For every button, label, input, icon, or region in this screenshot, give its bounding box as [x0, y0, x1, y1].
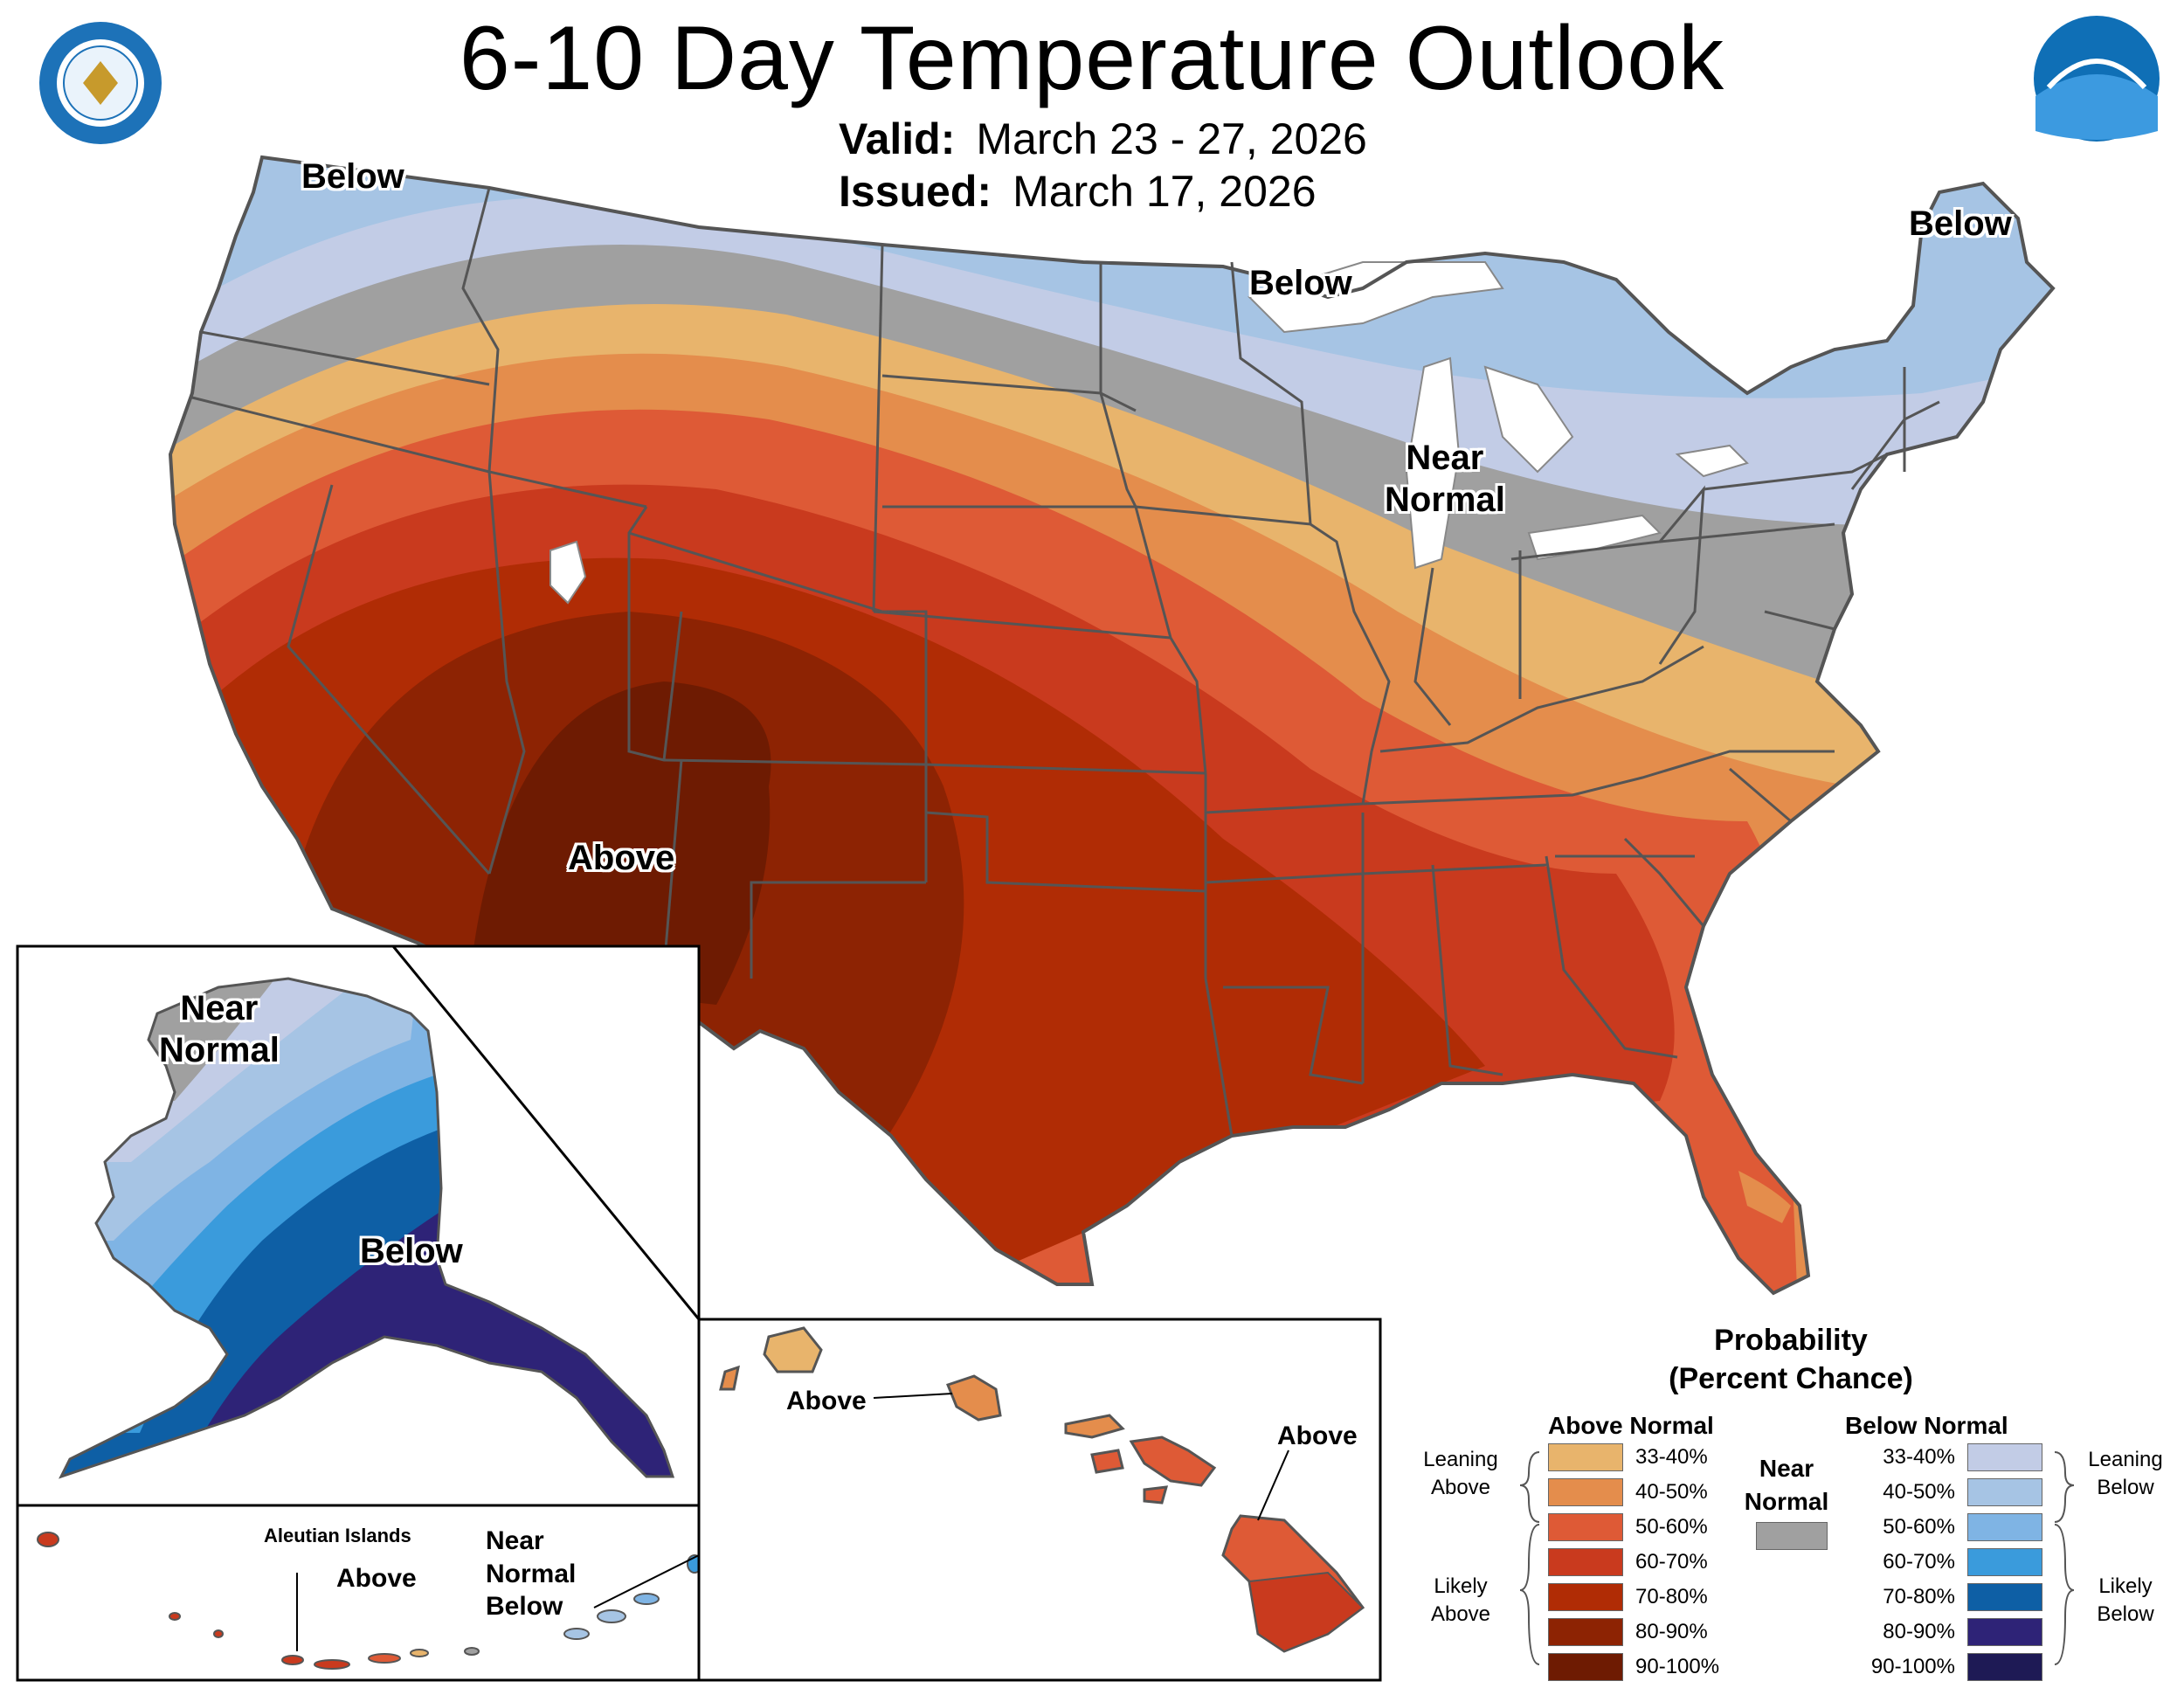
legend-above-row: 50-60%	[1548, 1513, 1731, 1541]
legend-below-swatch	[1967, 1478, 2042, 1506]
aleutian-title: Aleutian Islands	[264, 1525, 411, 1546]
hawaii-label-above-east: Above	[1277, 1422, 1358, 1450]
label-above-southwest: Above	[568, 839, 675, 877]
alaska-label-below: Below	[360, 1232, 463, 1270]
label-near-normal-great-lakes: Near Normal	[1385, 439, 1505, 519]
hawaii-label-above-west: Above	[786, 1387, 867, 1415]
legend-below-range-label: 33-40%	[1883, 1445, 1955, 1469]
legend-likely-below: Likely Below	[2097, 1574, 2154, 1627]
legend-below-swatch	[1967, 1583, 2042, 1611]
issued-value: March 17, 2026	[1013, 167, 1317, 216]
label-below-upper-midwest: Below	[1249, 264, 1352, 302]
legend-below-row: 90-100%	[1859, 1653, 2042, 1681]
legend-below-range-label: 90-100%	[1870, 1655, 1955, 1678]
legend-below-range-label: 40-50%	[1883, 1480, 1955, 1504]
legend-above-range-label: 70-80%	[1635, 1585, 1708, 1608]
legend-below-row: 70-80%	[1859, 1583, 2042, 1611]
legend-above-range-label: 40-50%	[1635, 1480, 1708, 1504]
alaska-label-near-normal: Near Normal	[159, 989, 280, 1069]
legend-above-row: 60-70%	[1548, 1548, 1731, 1576]
page-title: 6-10 Day Temperature Outlook	[459, 8, 1725, 109]
legend-title: Probability (Percent Chance)	[1669, 1324, 1913, 1396]
legend-above-row: 80-90%	[1548, 1618, 1731, 1646]
legend-above-header: Above Normal	[1548, 1412, 1714, 1439]
legend-below-range-label: 80-90%	[1883, 1620, 1955, 1643]
legend-below-swatch	[1967, 1513, 2042, 1541]
aleutian-islands-shapes	[37, 1532, 702, 1670]
legend-below-range-label: 50-60%	[1883, 1515, 1955, 1539]
legend-near-normal-swatch	[1756, 1522, 1828, 1550]
aleutian-below-leader	[593, 1554, 700, 1608]
issued-line: Issued: March 17, 2026	[839, 166, 1317, 217]
label-below-maine: Below	[1909, 204, 2012, 243]
legend-above-row: 40-50%	[1548, 1478, 1731, 1506]
legend-above-swatch	[1548, 1478, 1623, 1506]
legend-above-swatch	[1548, 1443, 1623, 1471]
legend-above-range-label: 60-70%	[1635, 1550, 1708, 1574]
legend-above-swatch	[1548, 1583, 1623, 1611]
valid-line: Valid: March 23 - 27, 2026	[839, 114, 1367, 164]
legend-below-swatch	[1967, 1653, 2042, 1681]
legend-below-range-label: 60-70%	[1883, 1550, 1955, 1574]
hawaii-big-island-likely	[1248, 1571, 1365, 1653]
legend-above-row: 90-100%	[1548, 1653, 1731, 1681]
legend-above-swatch	[1548, 1618, 1623, 1646]
aleutian-inset-frame	[16, 1504, 701, 1682]
legend-above-range-label: 90-100%	[1635, 1655, 1720, 1678]
legend-leaning-above: Leaning Above	[1423, 1448, 1498, 1500]
legend-below-swatch	[1967, 1548, 2042, 1576]
legend-below-swatch	[1967, 1443, 2042, 1471]
commerce-seal-logo	[39, 22, 162, 144]
valid-value: March 23 - 27, 2026	[976, 114, 1367, 163]
great-lakes	[549, 261, 1749, 605]
legend-near-normal-label: Near Normal	[1744, 1455, 1829, 1515]
legend-above-range-label: 33-40%	[1635, 1445, 1708, 1469]
noaa-logo	[2034, 16, 2160, 142]
legend-above-row: 70-80%	[1548, 1583, 1731, 1611]
legend-below-row: 60-70%	[1859, 1548, 2042, 1576]
legend-above-swatch	[1548, 1548, 1623, 1576]
valid-label: Valid:	[839, 114, 956, 163]
hawaii-east-leader	[1257, 1449, 1289, 1521]
alaska-outline	[59, 977, 675, 1479]
legend-above-range-label: 50-60%	[1635, 1515, 1708, 1539]
label-below-northwest: Below	[301, 157, 404, 196]
legend-below-row: 50-60%	[1859, 1513, 2042, 1541]
legend-leaning-below: Leaning Below	[2088, 1448, 2163, 1500]
issued-label: Issued:	[839, 167, 992, 216]
legend-likely-above: Likely Above	[1430, 1574, 1491, 1627]
legend-below-row: 40-50%	[1859, 1478, 2042, 1506]
legend-below-header: Below Normal	[1845, 1412, 2008, 1439]
aleutian-label-above: Above	[336, 1564, 417, 1593]
legend-below-range-label: 70-80%	[1883, 1585, 1955, 1608]
hawaii-west-leader	[873, 1393, 953, 1399]
legend-above-swatch	[1548, 1653, 1623, 1681]
legend-above-range-label: 80-90%	[1635, 1620, 1708, 1643]
legend-below-swatch	[1967, 1618, 2042, 1646]
alaska-inset-connector	[391, 945, 701, 1320]
legend-above-swatch	[1548, 1513, 1623, 1541]
aleutian-label-near-normal-below: Near Normal Below	[486, 1526, 577, 1621]
state-boundaries	[168, 155, 2056, 1296]
legend-below-row: 80-90%	[1859, 1618, 2042, 1646]
legend-below-row: 33-40%	[1859, 1443, 2042, 1471]
legend-above-row: 33-40%	[1548, 1443, 1731, 1471]
legend-braces	[1519, 1451, 2075, 1665]
